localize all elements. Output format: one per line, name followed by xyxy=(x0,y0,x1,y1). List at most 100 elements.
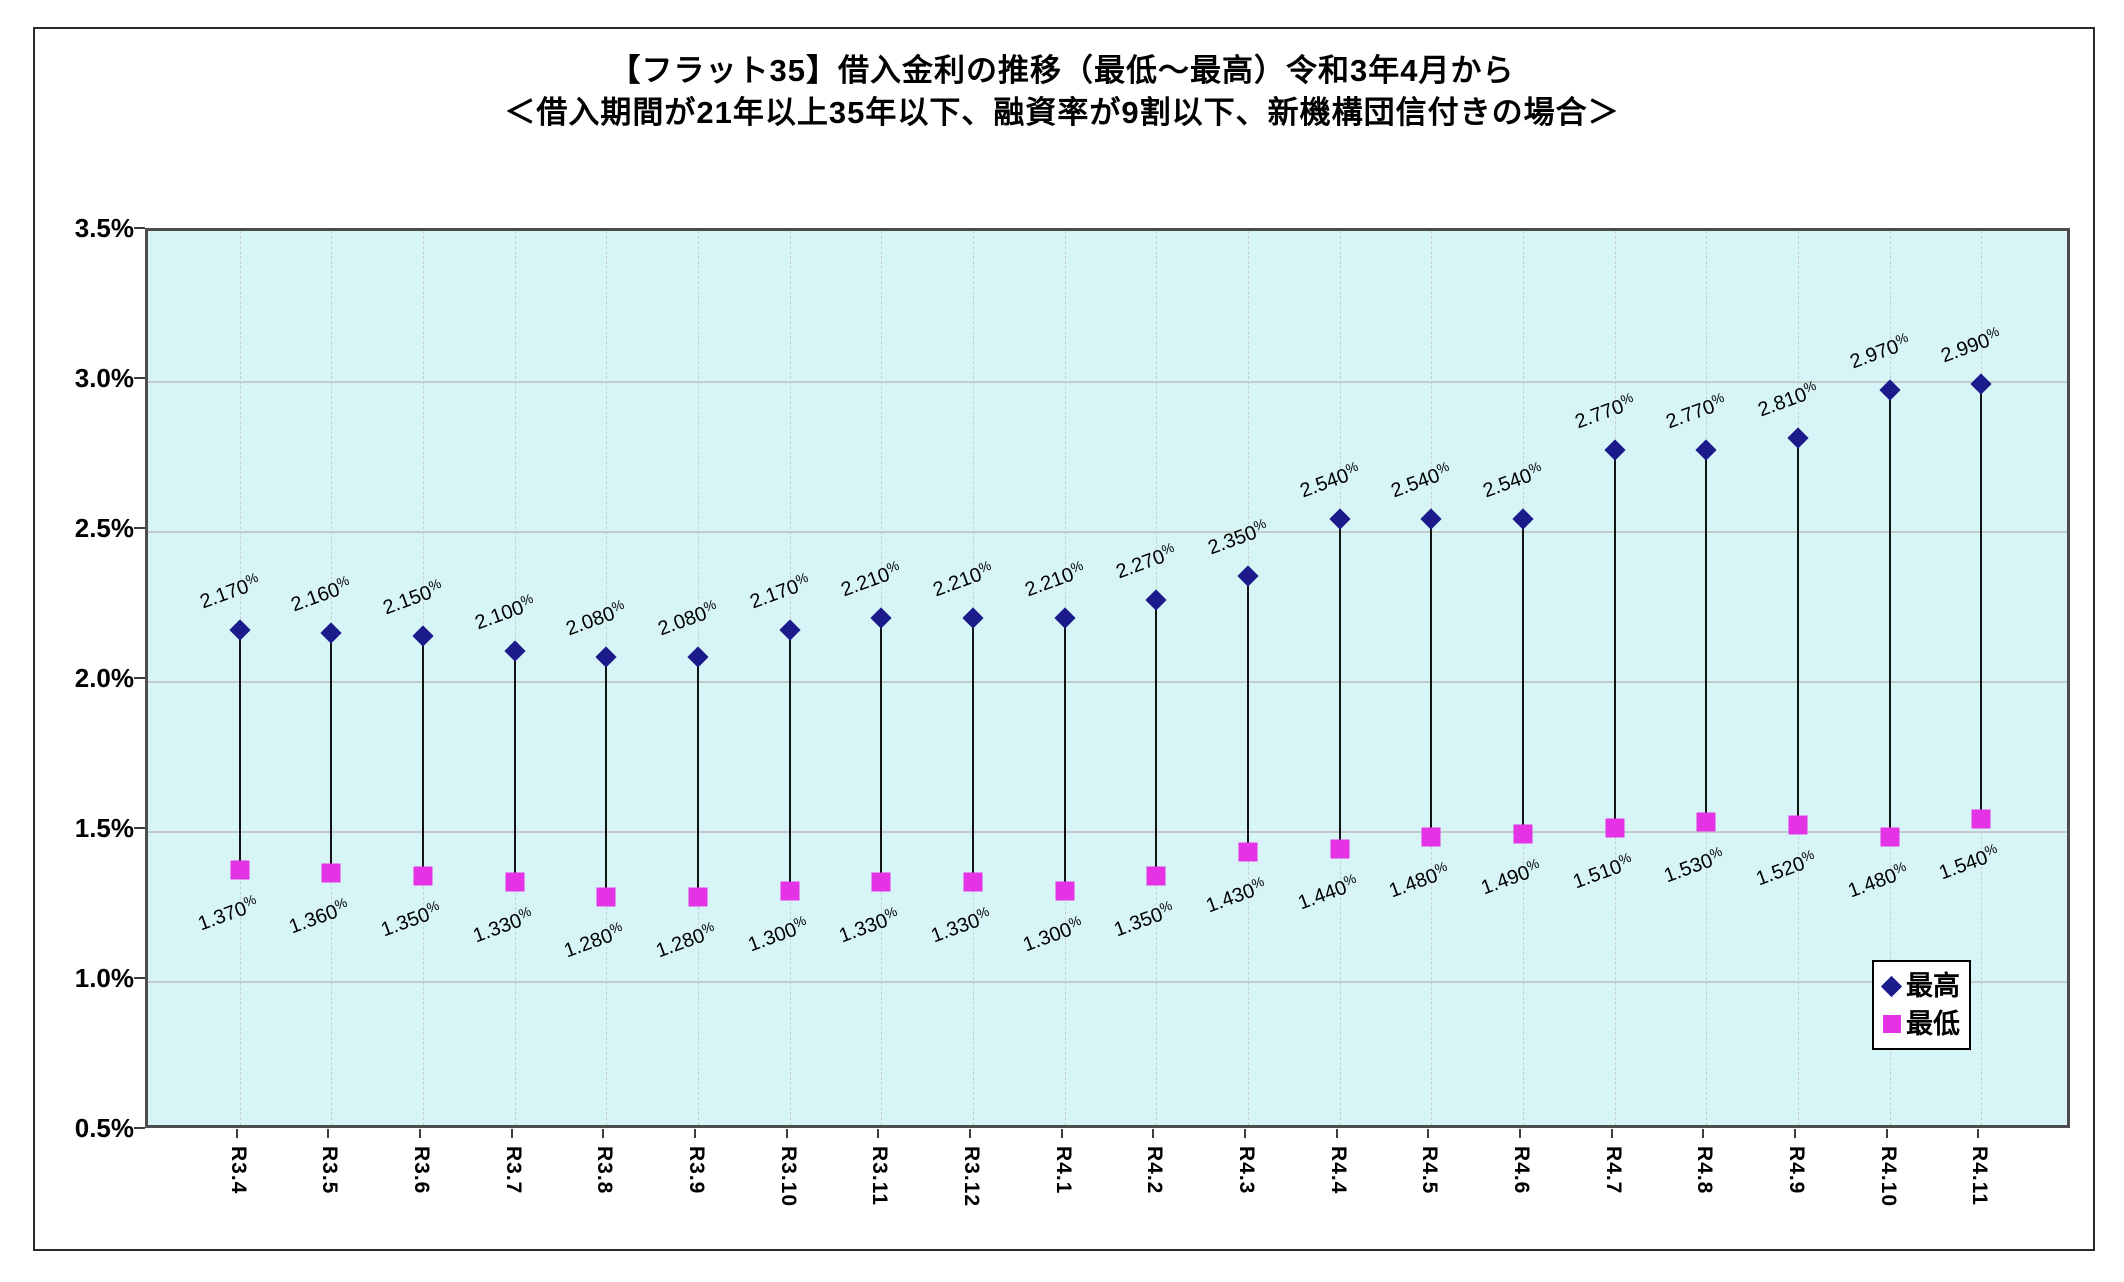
x-tick-mark xyxy=(1244,1129,1246,1138)
min-square-icon xyxy=(1883,1015,1901,1033)
y-tick-mark xyxy=(134,977,145,979)
min-value-label: 1.300% xyxy=(1019,912,1083,957)
max-marker xyxy=(1604,439,1626,461)
x-tick-mark xyxy=(1519,1129,1521,1138)
x-tick-mark xyxy=(419,1129,421,1138)
max-marker xyxy=(504,640,526,662)
max-value-label: 2.210% xyxy=(1021,557,1085,602)
min-marker xyxy=(596,887,616,907)
max-marker xyxy=(1420,508,1442,530)
min-marker xyxy=(1880,827,1900,847)
y-tick-label: 1.5% xyxy=(74,813,134,843)
y-tick-mark xyxy=(134,827,145,829)
x-tick-label: R3.7 xyxy=(501,1146,525,1195)
hilo-line xyxy=(605,657,608,897)
min-marker xyxy=(1696,812,1716,832)
hilo-line xyxy=(1705,450,1708,822)
max-value-label: 2.150% xyxy=(380,575,444,620)
x-tick-label: R3.6 xyxy=(410,1146,433,1195)
x-tick-mark xyxy=(1427,1129,1430,1138)
min-marker xyxy=(505,872,525,892)
min-marker xyxy=(1146,866,1166,886)
min-value-label: 1.510% xyxy=(1569,849,1633,894)
gridline-horizontal xyxy=(148,831,2067,833)
max-value-label: 2.080% xyxy=(655,596,719,641)
x-tick-mark xyxy=(694,1129,696,1138)
plot-area: 最高 最低 2.170% 1.370% 2.160% 1.360% 2.150% 1.35… xyxy=(145,228,2070,1128)
min-marker xyxy=(1788,815,1808,835)
x-tick-label: R3.10 xyxy=(776,1146,800,1208)
max-value-label: 2.990% xyxy=(1938,323,2002,368)
x-tick-label: R4.8 xyxy=(1693,1146,1717,1195)
min-marker xyxy=(230,860,250,880)
max-marker xyxy=(1512,508,1534,530)
x-tick-label: R4.4 xyxy=(1326,1146,1350,1195)
hilo-line xyxy=(513,651,516,882)
x-tick-label: R3.11 xyxy=(868,1146,892,1206)
min-value-label: 1.330% xyxy=(469,903,533,948)
x-tick-mark xyxy=(1702,1129,1705,1138)
x-tick-label: R4.3 xyxy=(1235,1146,1258,1195)
min-value-label: 1.280% xyxy=(561,918,625,963)
min-marker xyxy=(963,872,983,892)
max-value-label: 2.270% xyxy=(1113,539,1177,584)
min-value-label: 1.350% xyxy=(1111,897,1175,942)
gridline-horizontal xyxy=(148,981,2067,983)
min-marker xyxy=(1971,809,1991,829)
max-value-label: 2.170% xyxy=(746,569,810,614)
max-marker xyxy=(1695,439,1717,461)
x-tick-mark xyxy=(785,1129,788,1138)
hilo-line xyxy=(1980,384,1983,819)
x-tick-label: R3.9 xyxy=(685,1146,708,1195)
hilo-line xyxy=(1613,450,1616,828)
min-marker xyxy=(413,866,433,886)
max-diamond-icon xyxy=(1880,975,1903,997)
x-tick-label: R3.12 xyxy=(960,1146,983,1208)
max-marker xyxy=(320,622,342,644)
min-value-label: 1.360% xyxy=(286,894,350,939)
y-tick-label: 3.0% xyxy=(74,363,134,393)
min-value-label: 1.480% xyxy=(1844,858,1908,903)
hilo-line xyxy=(238,630,241,870)
max-value-label: 2.100% xyxy=(471,590,535,635)
max-marker xyxy=(1787,427,1809,449)
min-marker xyxy=(1421,827,1441,847)
x-tick-mark xyxy=(1610,1129,1613,1138)
hilo-line xyxy=(880,618,883,882)
min-marker xyxy=(871,872,891,892)
max-value-label: 2.350% xyxy=(1205,515,1269,560)
x-tick-label: R4.9 xyxy=(1785,1146,1808,1195)
min-value-label: 1.330% xyxy=(928,903,992,948)
y-tick-label: 3.5% xyxy=(74,213,134,243)
min-marker xyxy=(688,887,708,907)
x-tick-label: R3.8 xyxy=(593,1146,617,1195)
max-value-label: 2.770% xyxy=(1663,389,1727,434)
y-tick-mark xyxy=(134,677,145,679)
min-marker xyxy=(1055,881,1075,901)
legend-row-min: 最低 xyxy=(1881,1005,1960,1043)
hilo-line xyxy=(1338,519,1341,849)
chart-title: 【フラット35】借入金利の推移（最低～最高）令和3年4月から ＜借入期間が21年… xyxy=(0,50,2124,134)
max-marker xyxy=(1054,607,1076,629)
x-tick-mark xyxy=(877,1129,880,1138)
max-marker xyxy=(687,646,709,668)
min-marker xyxy=(1330,839,1350,859)
y-tick-mark xyxy=(134,527,145,529)
x-tick-mark xyxy=(1977,1129,1980,1138)
y-tick-label: 1.0% xyxy=(74,963,134,993)
min-value-label: 1.350% xyxy=(378,897,442,942)
y-tick-label: 0.5% xyxy=(74,1113,134,1143)
max-value-label: 2.540% xyxy=(1480,458,1544,503)
hilo-line xyxy=(422,636,424,876)
y-tick-mark xyxy=(134,377,145,379)
y-tick-mark xyxy=(134,1127,145,1129)
max-marker xyxy=(595,646,617,668)
min-value-label: 1.490% xyxy=(1478,855,1542,900)
legend: 最高 最低 xyxy=(1872,960,1971,1050)
x-tick-label: R4.7 xyxy=(1601,1146,1625,1195)
min-value-label: 1.520% xyxy=(1753,846,1817,891)
hilo-line xyxy=(330,633,333,873)
min-marker xyxy=(321,863,341,883)
max-marker xyxy=(229,619,251,641)
x-tick-mark xyxy=(1335,1129,1338,1138)
